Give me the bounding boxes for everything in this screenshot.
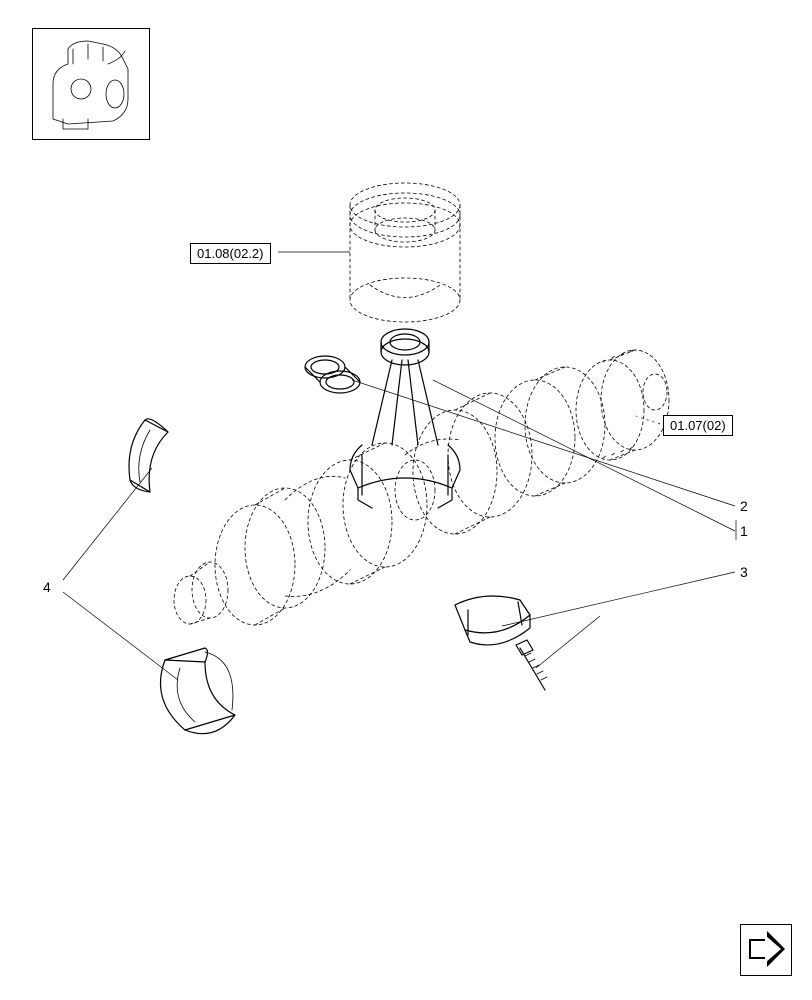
ref-box-piston[interactable]: 01.08(02.2) — [190, 243, 271, 264]
callout-3: 3 — [740, 564, 748, 580]
crankshaft-ghost — [174, 349, 669, 625]
parts-diagram-page: 01.08(02.2) 01.07(02) 1 2 3 4 — [0, 0, 812, 1000]
piston-ghost — [350, 183, 460, 322]
ref-box-label: 01.08(02.2) — [197, 246, 264, 261]
callout-1: 1 — [740, 523, 748, 539]
small-end-bush — [305, 356, 360, 393]
callout-2: 2 — [740, 498, 748, 514]
connecting-rod — [350, 329, 460, 508]
big-end-cap — [455, 596, 530, 645]
bearing-shell-upper — [129, 419, 168, 492]
callout-4: 4 — [43, 579, 51, 595]
cap-screw — [516, 640, 547, 690]
ref-box-label: 01.07(02) — [670, 418, 726, 433]
ref-box-crank[interactable]: 01.07(02) — [663, 415, 733, 436]
arrow-right-icon — [741, 925, 791, 975]
next-page-button[interactable] — [740, 924, 792, 976]
bearing-shell-lower — [161, 648, 236, 734]
main-diagram-svg — [0, 0, 812, 1000]
